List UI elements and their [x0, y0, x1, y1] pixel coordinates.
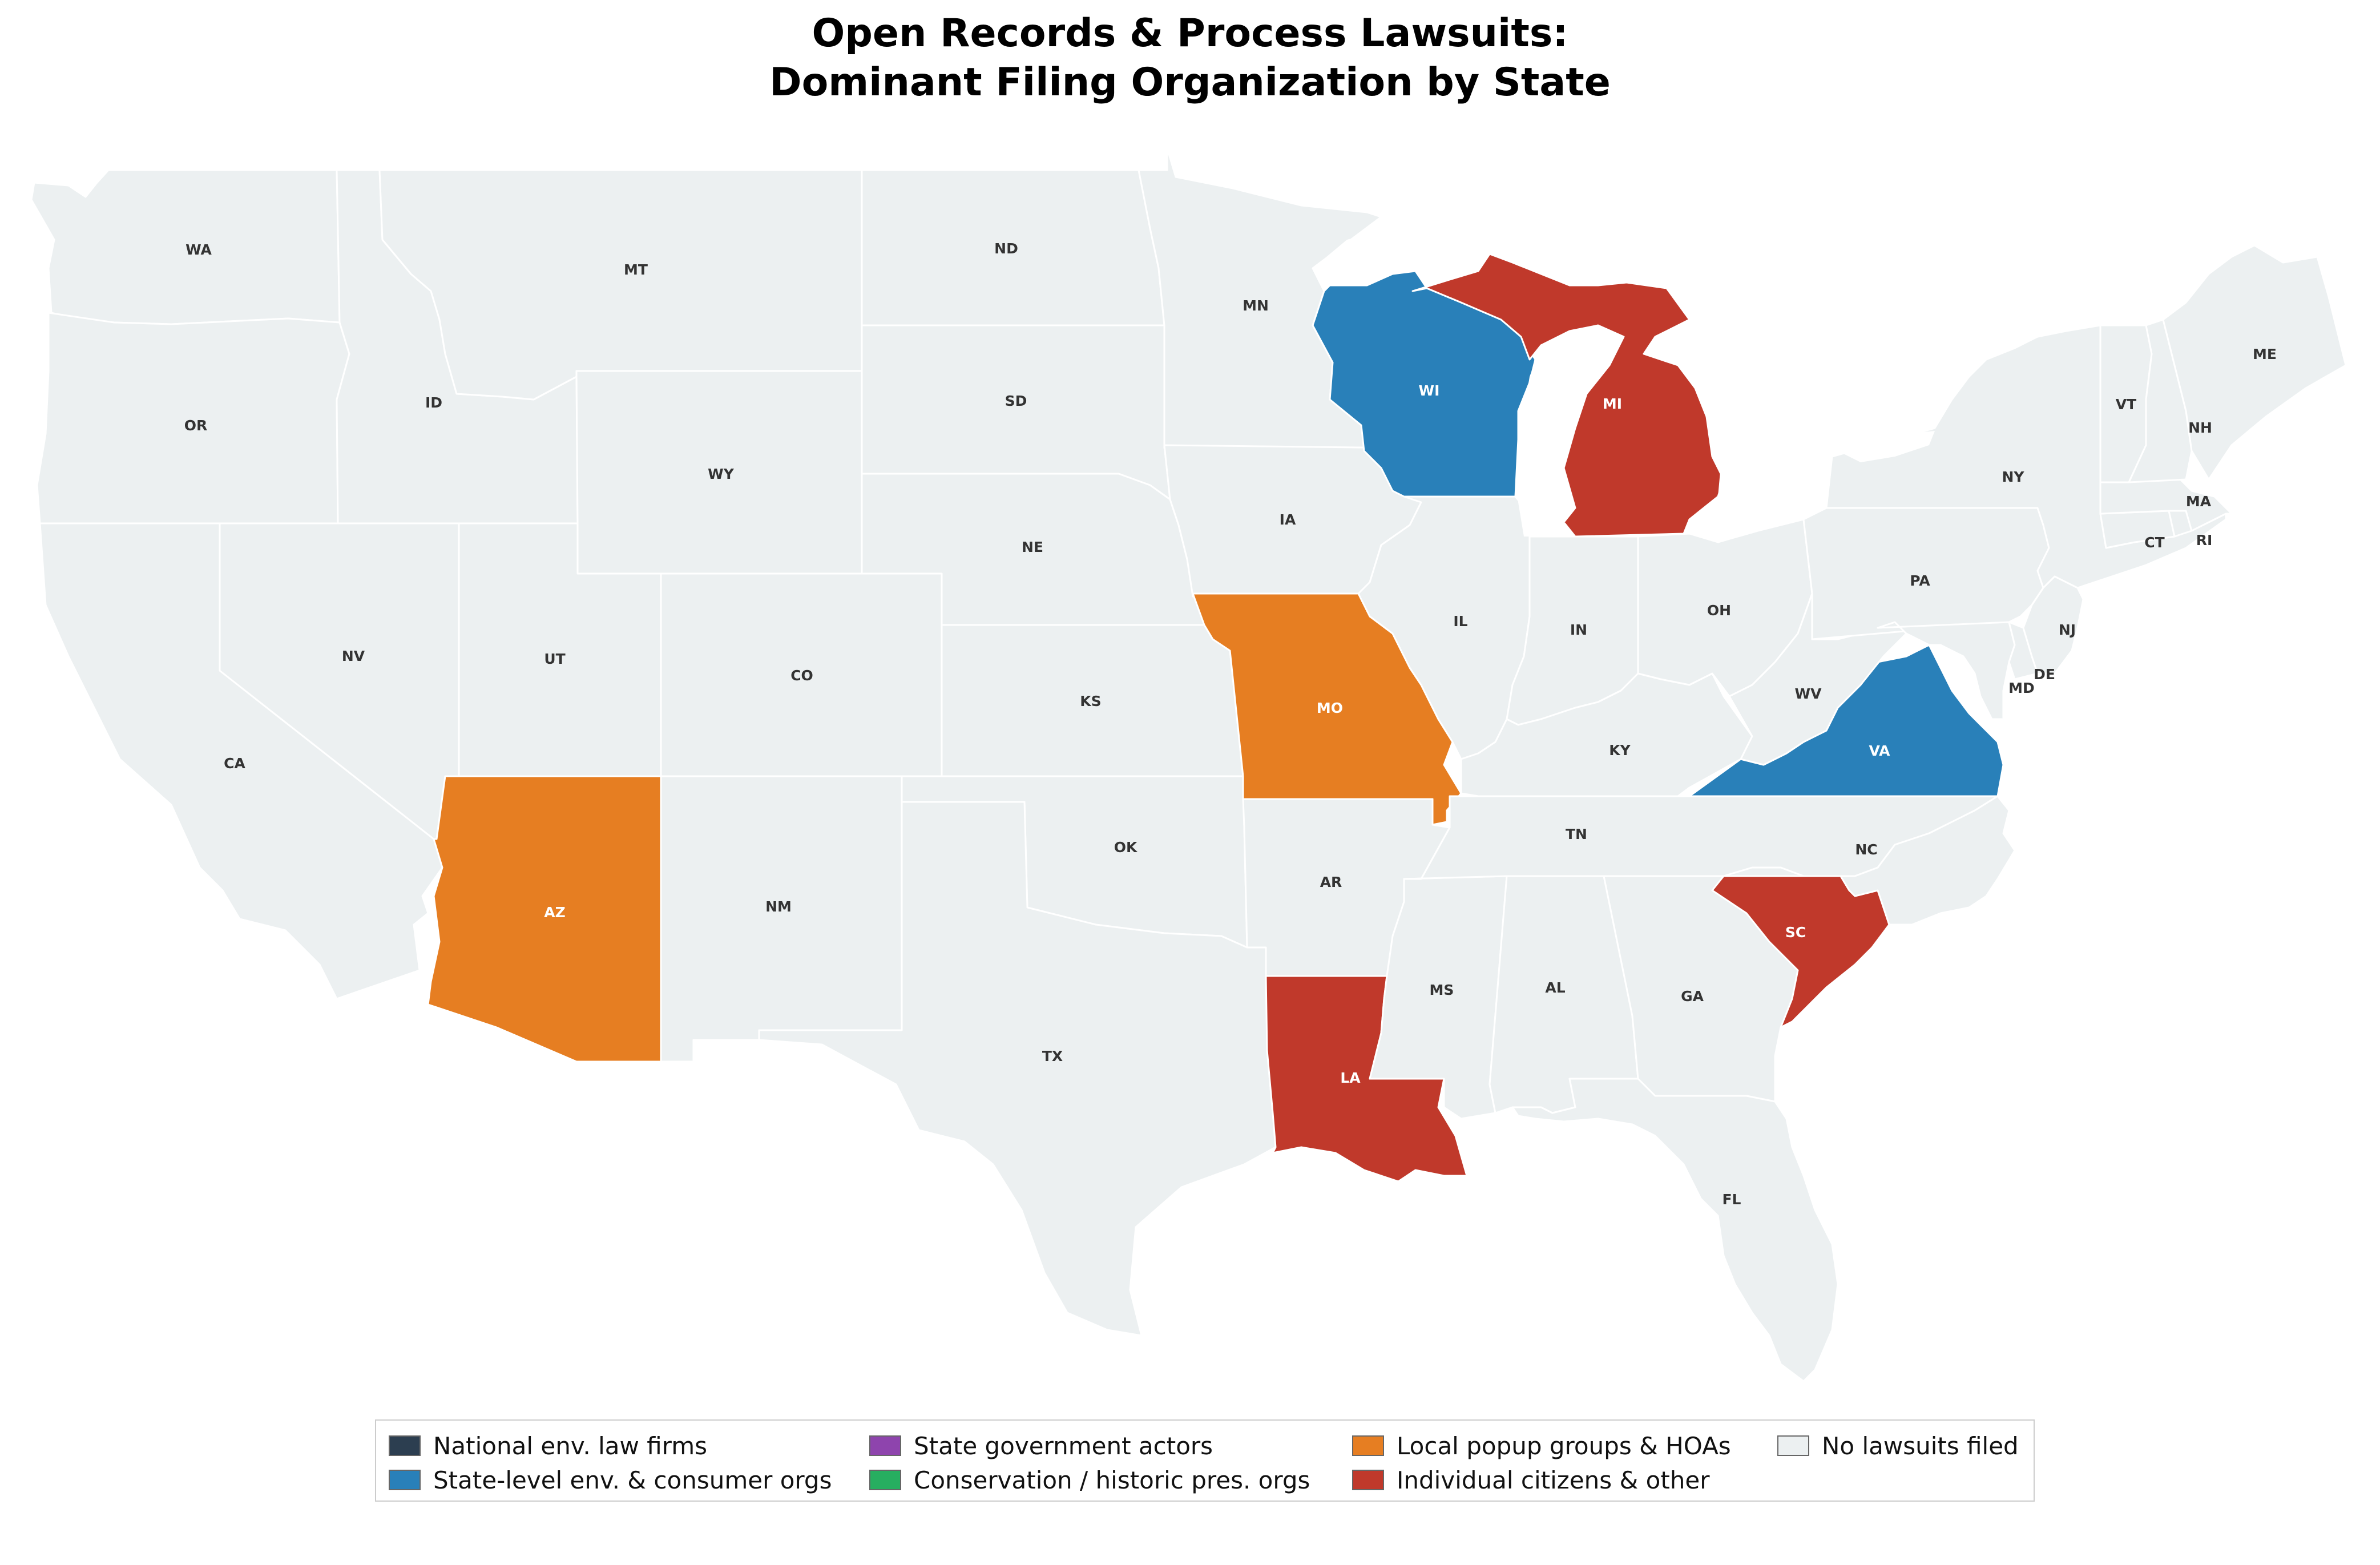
state-label-FL: FL — [1722, 1191, 1741, 1208]
state-label-IN: IN — [1570, 622, 1587, 638]
state-label-WA: WA — [185, 241, 212, 258]
state-label-AR: AR — [1320, 874, 1342, 890]
legend-swatch-local — [1352, 1435, 1384, 1456]
legend-swatch-statelevel — [389, 1470, 421, 1490]
state-label-OK: OK — [1114, 839, 1138, 856]
state-label-CO: CO — [790, 667, 813, 684]
state-label-OH: OH — [1707, 602, 1731, 619]
state-NJ[interactable] — [2022, 575, 2084, 675]
legend-swatch-none — [1777, 1435, 1809, 1456]
state-label-ID: ID — [425, 394, 442, 411]
state-label-KS: KS — [1080, 693, 1101, 709]
state-label-WI: WI — [1419, 382, 1440, 399]
state-label-AZ: AZ — [544, 904, 565, 921]
state-label-MA: MA — [2186, 493, 2212, 510]
state-MT[interactable] — [378, 169, 863, 401]
state-label-OR: OR — [184, 417, 208, 434]
state-label-MD: MD — [2008, 680, 2035, 696]
state-label-AL: AL — [1545, 979, 1565, 996]
legend-swatch-national — [389, 1435, 421, 1456]
state-AZ[interactable] — [427, 775, 662, 1063]
legend-label-national: National env. law firms — [433, 1431, 708, 1460]
state-label-TX: TX — [1042, 1048, 1063, 1064]
state-label-WV: WV — [1795, 685, 1822, 702]
legend-label-statelevel: State-level env. & consumer orgs — [433, 1466, 832, 1494]
legend-label-none: No lawsuits filed — [1822, 1431, 2019, 1460]
state-TX[interactable] — [758, 801, 1277, 1337]
state-label-VA: VA — [1869, 743, 1891, 759]
legend-swatch-individual — [1352, 1470, 1384, 1490]
state-label-MT: MT — [624, 261, 648, 278]
state-label-TN: TN — [1566, 826, 1587, 842]
state-label-VT: VT — [2116, 396, 2136, 413]
state-label-MO: MO — [1317, 700, 1343, 716]
state-label-CA: CA — [224, 755, 245, 772]
legend-item-individual: Individual citizens & other — [1352, 1465, 1710, 1495]
state-label-GA: GA — [1681, 988, 1704, 1005]
state-label-RI: RI — [2196, 532, 2213, 548]
state-label-WY: WY — [708, 466, 735, 482]
state-label-ND: ND — [994, 240, 1018, 257]
state-label-IL: IL — [1453, 613, 1467, 630]
map-title-line1: Open Records & Process Lawsuits: — [812, 11, 1568, 56]
state-MA[interactable] — [2099, 478, 2233, 532]
state-label-ME: ME — [2253, 346, 2277, 362]
state-label-NM: NM — [765, 898, 792, 915]
state-label-UT: UT — [544, 651, 565, 667]
state-label-MI: MI — [1603, 396, 1622, 412]
legend-item-local: Local popup groups & HOAs — [1352, 1431, 1731, 1461]
state-label-PA: PA — [1910, 572, 1930, 589]
state-MI[interactable] — [1411, 253, 1725, 538]
map-title: Open Records & Process Lawsuits: Dominan… — [0, 9, 2380, 107]
legend-item-govt: State government actors — [869, 1431, 1213, 1461]
legend-label-individual: Individual citizens & other — [1397, 1466, 1710, 1494]
state-label-IA: IA — [1280, 511, 1296, 528]
state-label-MN: MN — [1243, 297, 1269, 314]
legend-item-conservation: Conservation / historic pres. orgs — [869, 1465, 1310, 1495]
state-label-LA: LA — [1340, 1070, 1361, 1086]
state-label-SD: SD — [1005, 393, 1027, 409]
map-title-line2: Dominant Filing Organization by State — [769, 60, 1611, 105]
legend-label-local: Local popup groups & HOAs — [1397, 1431, 1731, 1460]
legend-item-statelevel: State-level env. & consumer orgs — [389, 1465, 832, 1495]
state-label-NE: NE — [1022, 539, 1043, 555]
legend-label-conservation: Conservation / historic pres. orgs — [914, 1466, 1310, 1494]
state-label-NV: NV — [342, 648, 365, 664]
state-ME[interactable] — [2162, 244, 2347, 481]
state-label-NY: NY — [2002, 469, 2024, 485]
state-FL[interactable] — [1511, 1078, 1839, 1382]
state-label-CT: CT — [2144, 534, 2164, 551]
state-label-NH: NH — [2188, 420, 2212, 436]
state-label-DE: DE — [2034, 666, 2055, 683]
legend-swatch-govt — [869, 1435, 901, 1456]
legend-item-national: National env. law firms — [389, 1431, 707, 1461]
state-label-SC: SC — [1785, 924, 1806, 941]
legend-swatch-conservation — [869, 1470, 901, 1490]
state-WI[interactable] — [1312, 270, 1536, 498]
state-label-MS: MS — [1430, 982, 1454, 998]
legend-item-none: No lawsuits filed — [1777, 1431, 2019, 1461]
great-lakes — [1313, 205, 1935, 542]
state-NC[interactable] — [1723, 795, 2016, 926]
state-KY[interactable] — [1460, 672, 1753, 797]
state-NM[interactable] — [660, 775, 903, 1063]
state-label-NJ: NJ — [2059, 622, 2076, 638]
state-label-NC: NC — [1855, 841, 1877, 858]
state-label-KY: KY — [1609, 742, 1631, 759]
legend-label-govt: State government actors — [914, 1431, 1213, 1460]
legend: National env. law firms State-level env.… — [375, 1419, 2035, 1502]
